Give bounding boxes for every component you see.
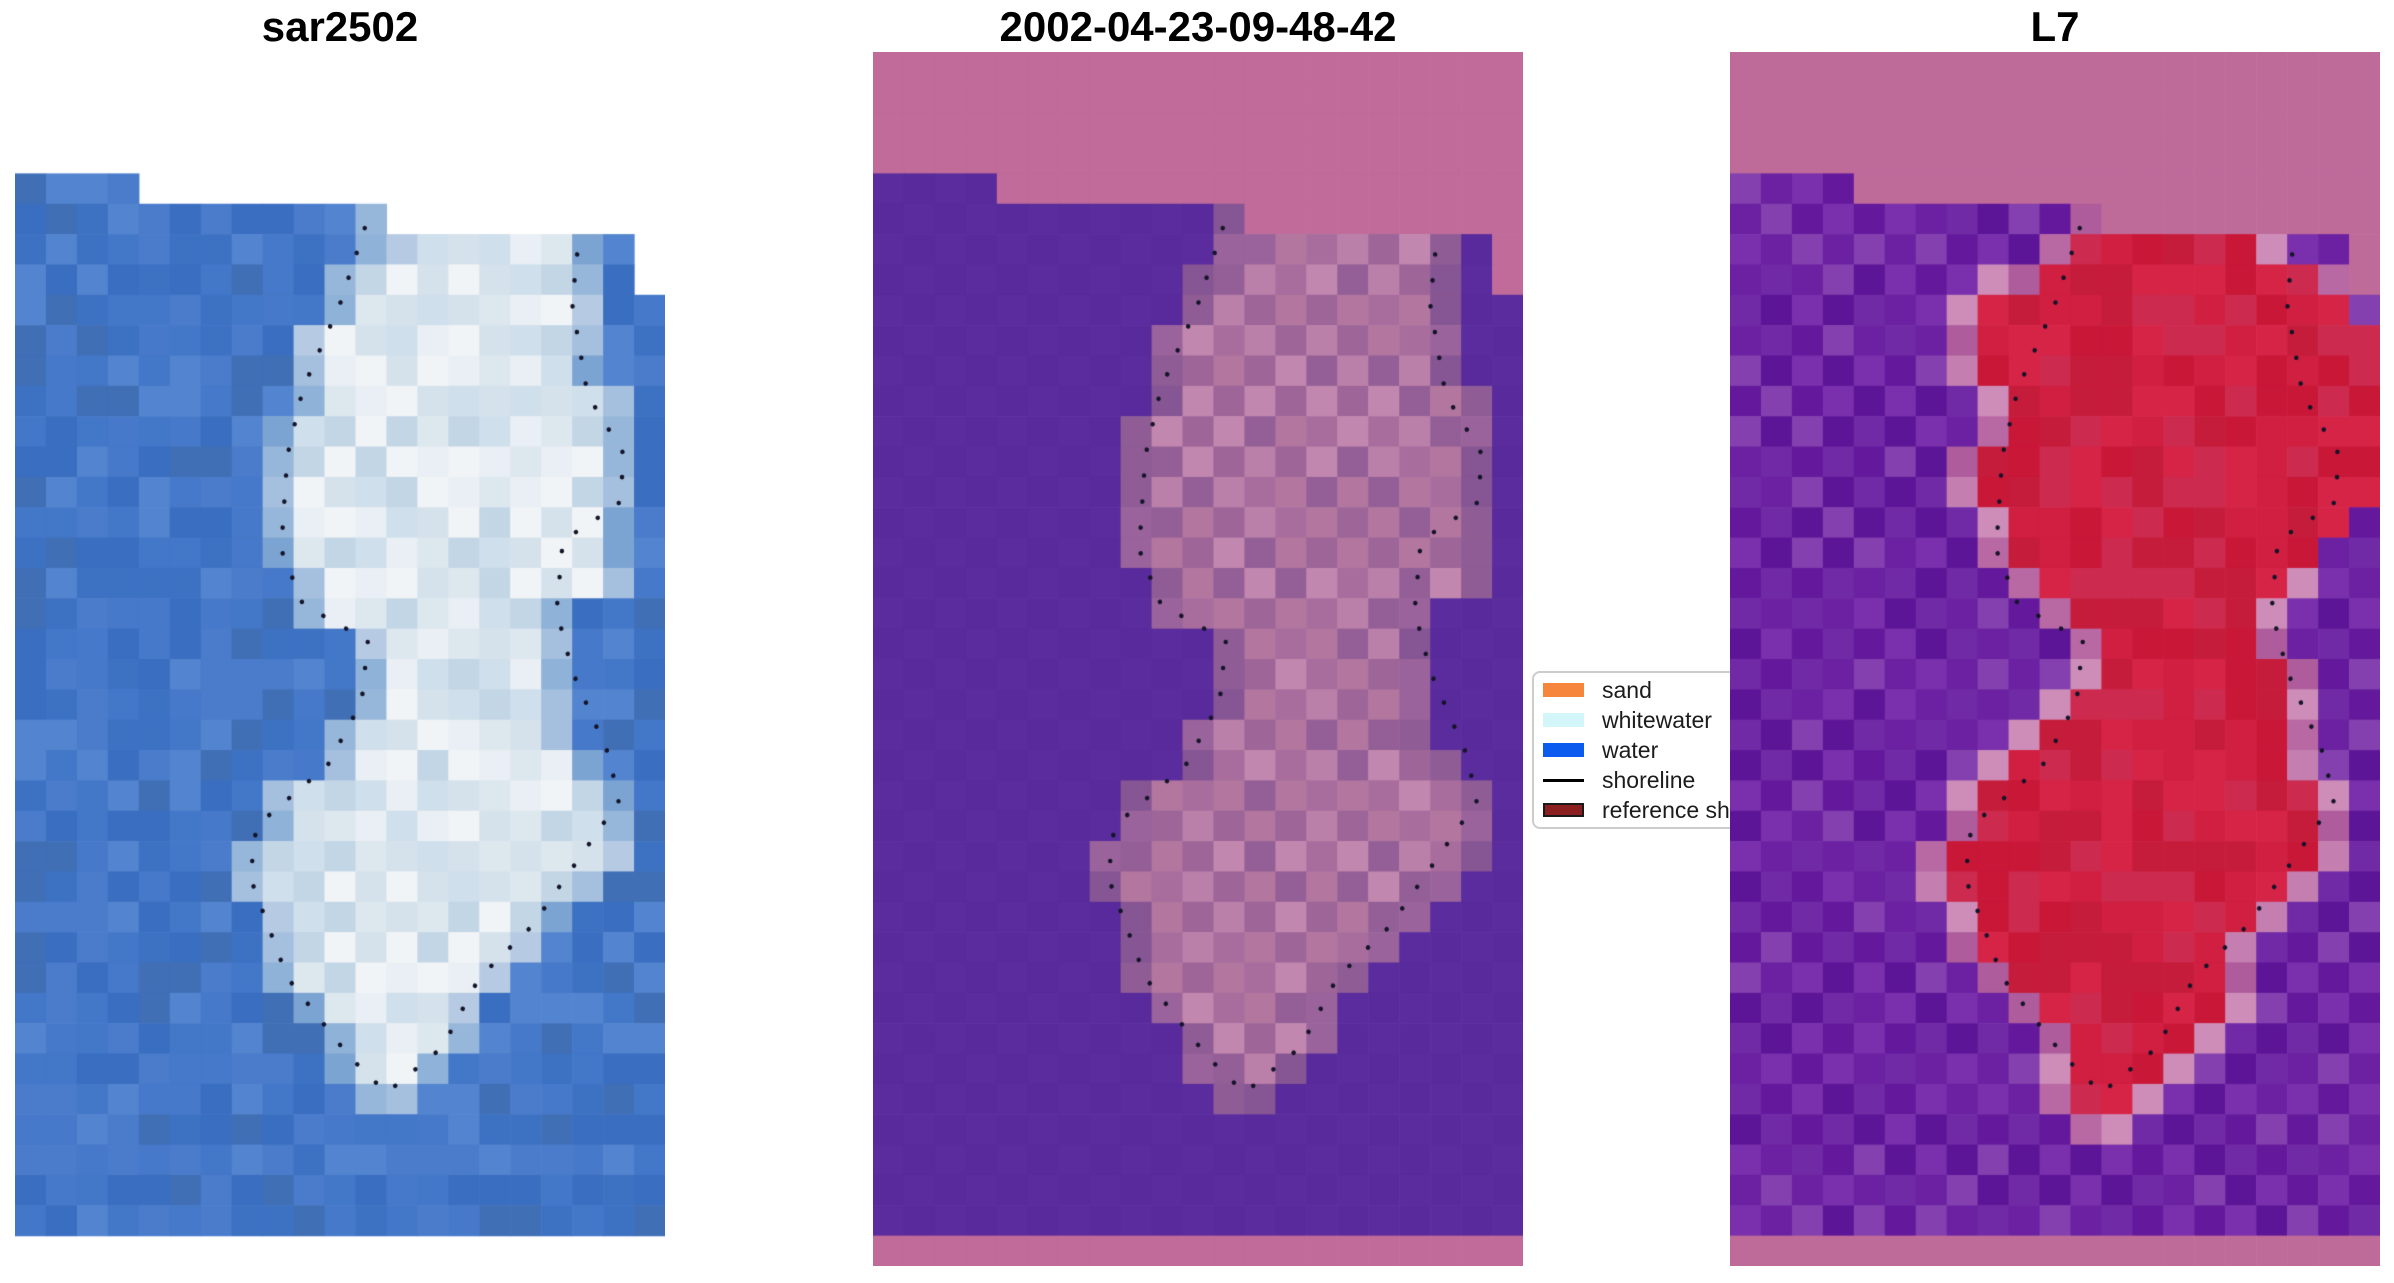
whitewater-swatch-icon (1543, 713, 1584, 727)
legend-item-whitewater: whitewater (1543, 705, 1762, 735)
classified-image-panel (873, 52, 1523, 1266)
reference-shoreline-swatch-icon (1543, 803, 1584, 817)
panel-title-date: 2002-04-23-09-48-42 (999, 3, 1397, 50)
legend-item-water: water (1543, 735, 1762, 765)
shoreline-line-icon (1543, 778, 1584, 782)
legend: sand whitewater water shoreline referenc… (1532, 671, 1799, 829)
legend-label-water: water (1602, 737, 1659, 763)
sar2502-image-panel (15, 52, 665, 1266)
legend-label-shoreline: shoreline (1602, 767, 1696, 793)
water-swatch-icon (1543, 743, 1584, 757)
panel-title-sar2502: sar2502 (261, 3, 419, 50)
panel-title-l7: L7 (2030, 3, 2080, 50)
legend-label-whitewater: whitewater (1602, 707, 1712, 733)
legend-item-sand: sand (1543, 675, 1762, 705)
legend-item-shoreline: shoreline (1543, 765, 1762, 795)
sand-swatch-icon (1543, 683, 1584, 697)
l7-image-panel (1730, 52, 2380, 1266)
legend-label-sand: sand (1602, 677, 1652, 703)
